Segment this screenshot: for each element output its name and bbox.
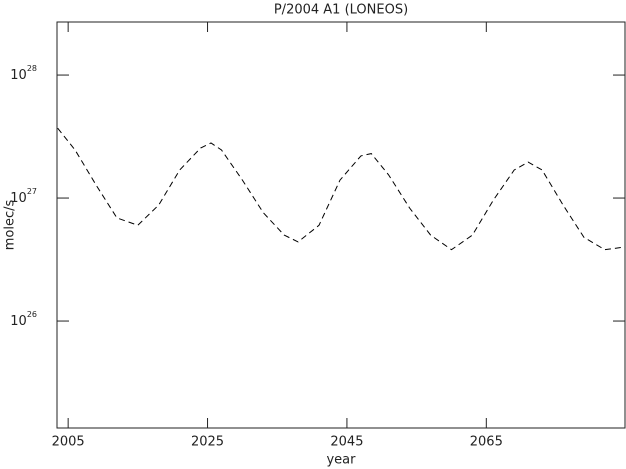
x-tick-label: 2045 — [330, 435, 363, 450]
x-tick-label: 2065 — [470, 435, 503, 450]
data-line — [57, 127, 626, 251]
y-tick-base: 10 — [10, 68, 27, 83]
y-tick-label: 1027 — [10, 187, 37, 206]
y-tick-exponent: 28 — [27, 64, 37, 73]
y-tick-base: 10 — [10, 191, 27, 206]
x-tick-label: 2025 — [191, 435, 224, 450]
y-tick-label: 1026 — [10, 310, 37, 329]
x-tick-label: 2005 — [52, 435, 85, 450]
y-axis-label: molec/s — [3, 200, 18, 251]
y-tick-exponent: 27 — [27, 187, 37, 196]
chart-title: P/2004 A1 (LONEOS) — [274, 3, 408, 18]
x-axis-label: year — [326, 453, 356, 468]
y-tick-base: 10 — [10, 314, 27, 329]
y-tick-exponent: 26 — [27, 310, 37, 319]
y-tick-label: 1028 — [10, 64, 37, 83]
plot-frame — [56, 21, 626, 429]
